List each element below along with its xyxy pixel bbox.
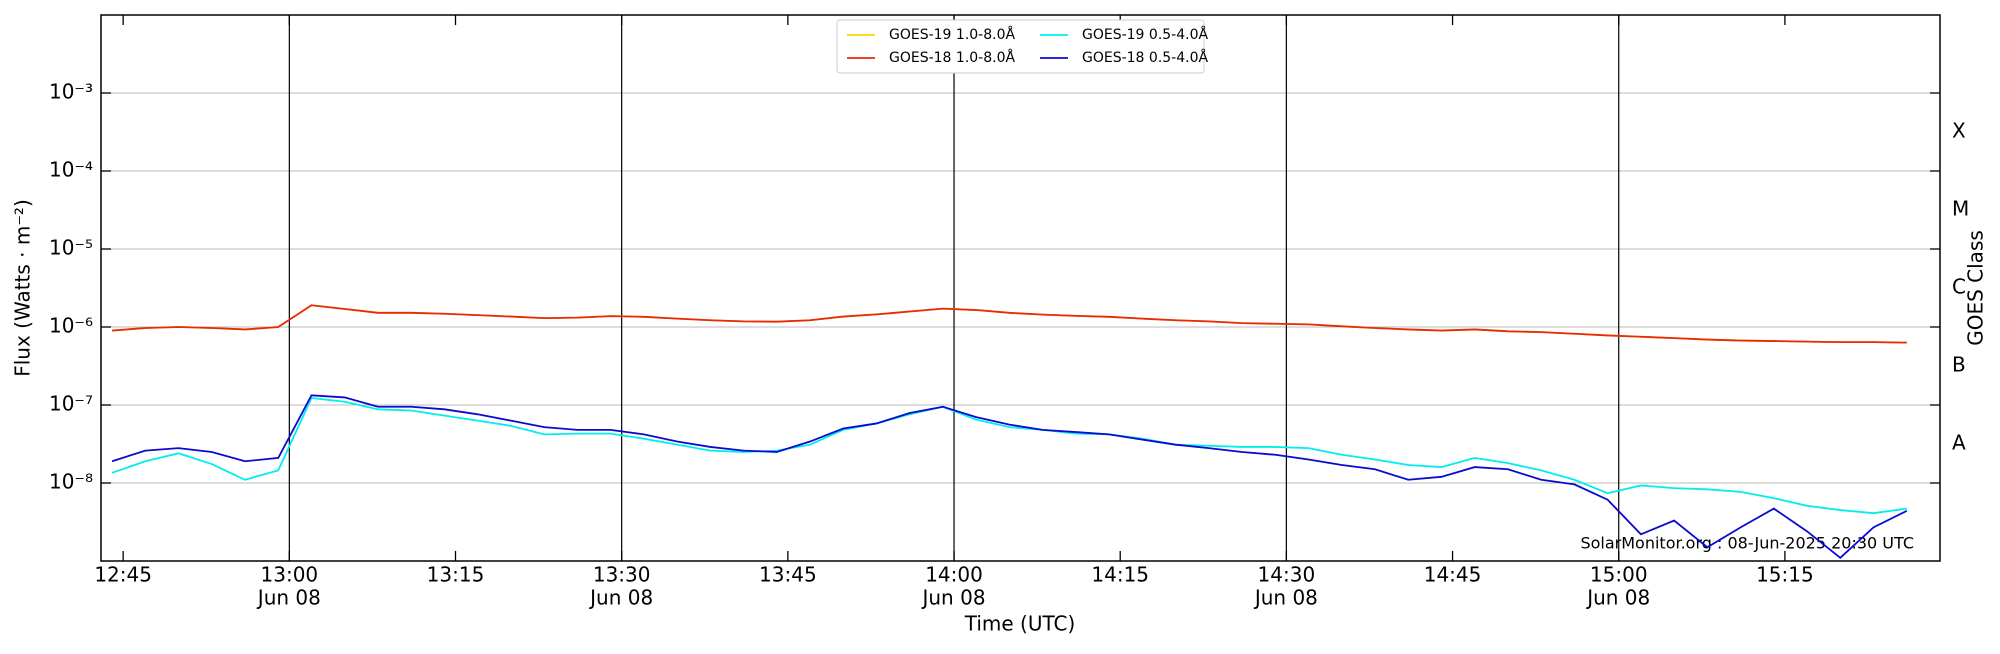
x-tick-label: 13:15	[427, 563, 485, 587]
x-tick-label: 14:30	[1258, 563, 1316, 587]
x-tick-label: 15:00	[1590, 563, 1648, 587]
x-tick-label: 13:45	[759, 563, 817, 587]
x-tick-date: Jun 08	[1253, 586, 1318, 610]
legend: GOES-19 1.0-8.0Å GOES-18 1.0-8.0Å GOES-19 …	[836, 19, 1208, 74]
x-tick-label: 13:30	[593, 563, 651, 587]
series-line	[111, 394, 1908, 559]
y-tick-label: 10⁻⁸	[49, 470, 93, 494]
x-tick-label: 12:45	[94, 563, 152, 587]
class-label: C	[1952, 275, 1966, 299]
x-tick-date: Jun 08	[588, 586, 653, 610]
y-tick-label: 10⁻⁶	[49, 314, 93, 338]
y-tick-label: 10⁻⁷	[49, 392, 93, 416]
legend-label: GOES-18 0.5-4.0Å	[1082, 49, 1208, 66]
x-tick-date: Jun 08	[920, 586, 985, 610]
y-tick-label: 10⁻⁵	[49, 236, 93, 260]
series-line	[111, 397, 1907, 515]
x-tick-label: 13:00	[261, 563, 319, 587]
x-tick-label: 15:15	[1756, 563, 1814, 587]
y2-axis-label: GOES Class	[1964, 230, 1988, 346]
series-line	[112, 304, 1907, 344]
annotation: SolarMonitor.org : 08-Jun-2025 20:30 UTC	[1580, 534, 1914, 553]
x-tick-label: 14:00	[925, 563, 983, 587]
y-axis-label: Flux (Watts · m⁻²)	[11, 199, 35, 377]
legend-label: GOES-18 1.0-8.0Å	[889, 49, 1015, 66]
class-label: M	[1952, 197, 1969, 221]
class-label: X	[1952, 119, 1966, 143]
y-tick-label: 10⁻³	[49, 80, 93, 104]
legend-label: GOES-19 1.0-8.0Å	[889, 26, 1015, 43]
plot-frame	[100, 14, 1941, 562]
y-tick-label: 10⁻⁴	[49, 158, 93, 182]
legend-box	[836, 19, 1205, 74]
x-tick-date: Jun 08	[1585, 586, 1650, 610]
class-label: B	[1952, 353, 1966, 377]
class-label: A	[1952, 431, 1966, 455]
x-tick-label: 14:45	[1424, 563, 1482, 587]
x-tick-label: 14:15	[1091, 563, 1149, 587]
x-tick-date: Jun 08	[256, 586, 321, 610]
legend-label: GOES-19 0.5-4.0Å	[1082, 26, 1208, 43]
x-axis-label: Time (UTC)	[964, 612, 1076, 636]
